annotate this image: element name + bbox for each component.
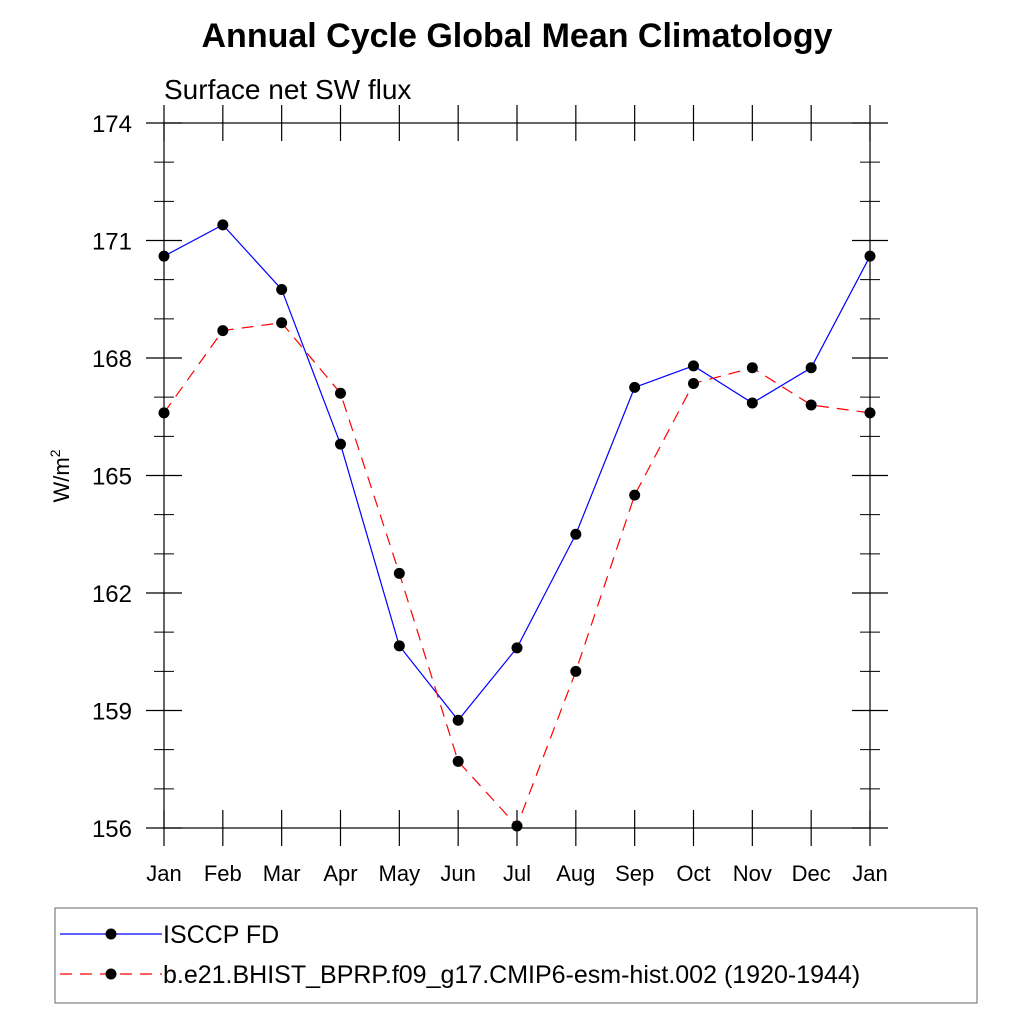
data-point — [335, 387, 346, 399]
x-tick-label: Mar — [263, 861, 301, 886]
data-point — [688, 377, 699, 389]
data-point — [805, 399, 817, 411]
data-point — [393, 640, 405, 652]
data-point — [452, 714, 464, 726]
data-point — [629, 489, 641, 501]
legend-box — [54, 907, 978, 1004]
series-2 — [158, 317, 876, 832]
y-tick-label: 165 — [92, 464, 132, 491]
data-point — [746, 397, 758, 409]
x-axis-ticks — [163, 105, 871, 846]
legend-label: b.e21.BHIST_BPRP.f09_g17.CMIP6-esm-hist.… — [163, 961, 860, 989]
data-point — [276, 283, 288, 295]
legend-item-2: b.e21.BHIST_BPRP.f09_g17.CMIP6-esm-hist.… — [60, 961, 860, 989]
legend-swatch-marker — [105, 968, 117, 980]
data-point — [511, 642, 523, 654]
series-1 — [158, 219, 876, 726]
data-point — [393, 567, 405, 579]
y-axis-label: W/m2 — [47, 449, 74, 502]
data-point — [805, 362, 817, 374]
x-tick-label: Jul — [503, 861, 531, 886]
x-tick-label: Feb — [204, 861, 242, 886]
data-point — [570, 665, 582, 677]
y-tick-label: 174 — [92, 111, 132, 138]
x-axis-tick-labels: Jan Feb Mar Apr May Jun Jul Aug Sep Oct Nov Dec Jan — [146, 861, 887, 886]
y-axis-label-base: W/m — [49, 457, 74, 502]
x-tick-label: Dec — [792, 861, 831, 886]
x-tick-label: Jun — [440, 861, 475, 886]
data-point — [217, 219, 229, 231]
y-axis-ticks — [146, 122, 888, 829]
x-tick-label: May — [379, 861, 421, 886]
data-point — [276, 317, 288, 329]
plot-frame — [163, 122, 871, 829]
data-point — [864, 407, 876, 419]
data-point — [217, 325, 229, 337]
data-point — [158, 250, 170, 262]
legend-label: ISCCP FD — [163, 921, 279, 949]
y-axis-tick-labels: 156 159 162 165 168 171 174 — [92, 111, 132, 843]
x-tick-label: Apr — [323, 861, 357, 886]
legend-swatch-marker — [105, 928, 117, 940]
x-tick-label: Jan — [852, 861, 887, 886]
legend: ISCCP FD b.e21.BHIST_BPRP.f09_g17.CMIP6-e… — [54, 907, 978, 1004]
legend-item-1: ISCCP FD — [60, 921, 279, 949]
chart-subtitle: Surface net SW flux — [164, 74, 411, 105]
y-tick-label: 159 — [92, 699, 132, 726]
series-line — [163, 322, 871, 828]
data-point — [688, 360, 699, 372]
data-point — [570, 528, 582, 540]
data-point — [746, 362, 758, 374]
legend-items: ISCCP FD b.e21.BHIST_BPRP.f09_g17.CMIP6-e… — [60, 921, 860, 989]
y-axis-label-superscript: 2 — [47, 449, 63, 457]
series-group — [158, 219, 876, 832]
data-point — [864, 250, 876, 262]
x-tick-label: Nov — [733, 861, 772, 886]
data-point — [158, 407, 170, 419]
y-tick-label: 168 — [92, 346, 132, 373]
x-tick-label: Jan — [146, 861, 181, 886]
x-tick-label: Aug — [556, 861, 595, 886]
x-tick-label: Oct — [676, 861, 710, 886]
data-point — [452, 755, 464, 767]
chart-title: Annual Cycle Global Mean Climatology — [202, 17, 833, 55]
x-tick-label: Sep — [615, 861, 654, 886]
data-point — [335, 438, 346, 450]
data-point — [629, 381, 641, 393]
y-tick-label: 171 — [92, 229, 132, 256]
data-point — [511, 820, 523, 832]
y-tick-label: 162 — [92, 581, 132, 608]
y-tick-label: 156 — [92, 816, 132, 843]
